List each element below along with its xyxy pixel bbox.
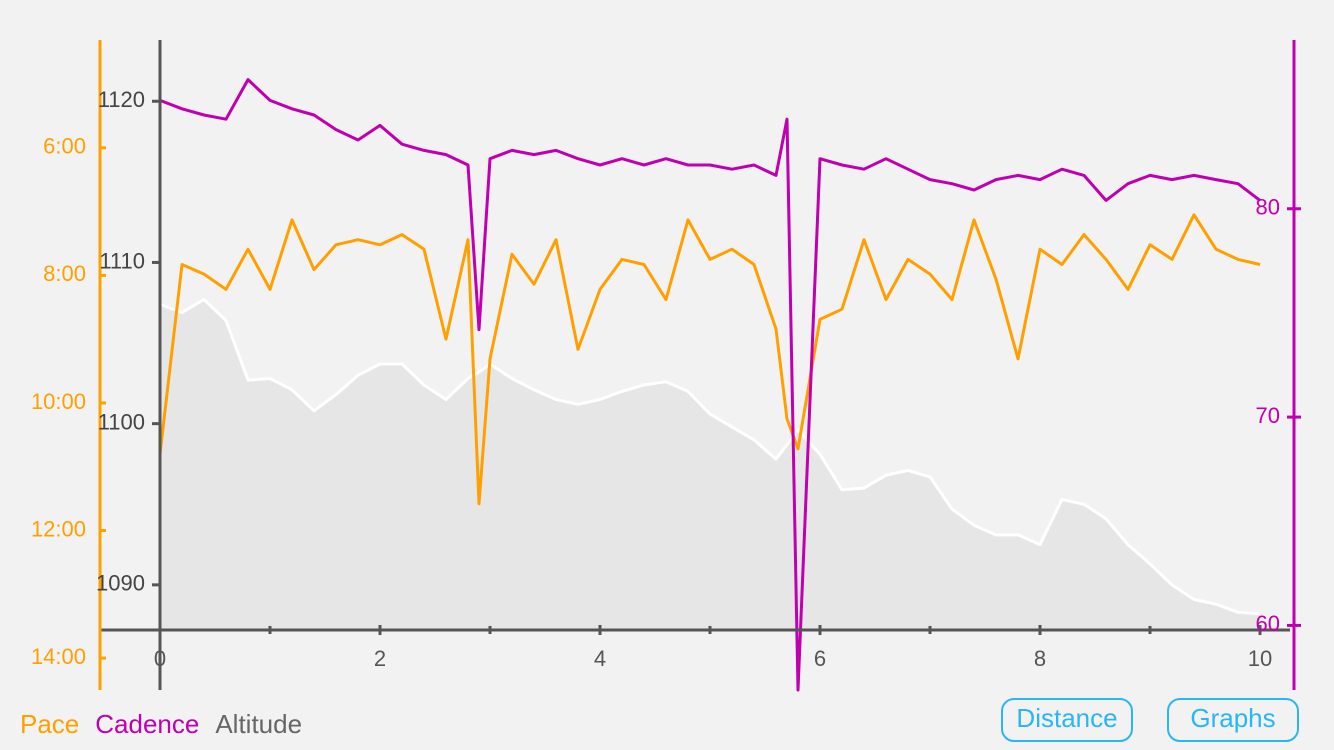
series-line — [159, 78, 1261, 692]
pace-tick-label: 6:00 — [43, 134, 86, 159]
button[interactable]: Distance — [1001, 698, 1133, 742]
button-label[interactable]: Graphs — [1190, 703, 1275, 733]
pace-tick-label: 14:00 — [31, 644, 86, 669]
x-tick-label: 6 — [814, 646, 826, 671]
series-line — [158, 213, 1261, 506]
x-tick-label: 10 — [1248, 646, 1272, 671]
pace-tick-label: 8:00 — [43, 261, 86, 286]
x-tick-label: 4 — [594, 646, 606, 671]
x-tick-label: 8 — [1034, 646, 1046, 671]
button[interactable]: Graphs — [1167, 698, 1299, 742]
pace-tick-label: 12:00 — [31, 516, 86, 541]
series-line — [159, 298, 1261, 616]
cadence-tick-label: 80 — [1256, 195, 1280, 220]
altitude-tick-label: 1100 — [98, 409, 145, 434]
pace-tick-label: 10:00 — [31, 389, 86, 414]
button-frame[interactable] — [1167, 698, 1299, 742]
area — [160, 299, 1260, 630]
x-tick-label: 2 — [374, 646, 386, 671]
altitude-tick-label: 1120 — [98, 87, 145, 112]
altitude-tick-label: 1090 — [96, 571, 145, 596]
legend-entry: Cadence — [95, 709, 199, 739]
button-label[interactable]: Distance — [1016, 703, 1117, 733]
cadence-tick-label: 70 — [1256, 403, 1280, 428]
button-frame[interactable] — [1001, 698, 1133, 742]
x-tick-label: 0 — [154, 646, 166, 671]
altitude-tick-label: 1110 — [99, 248, 145, 273]
legend-entry: Altitude — [215, 709, 302, 739]
cadence-tick-label: 60 — [1256, 611, 1280, 636]
legend-entry: Pace — [20, 709, 79, 739]
